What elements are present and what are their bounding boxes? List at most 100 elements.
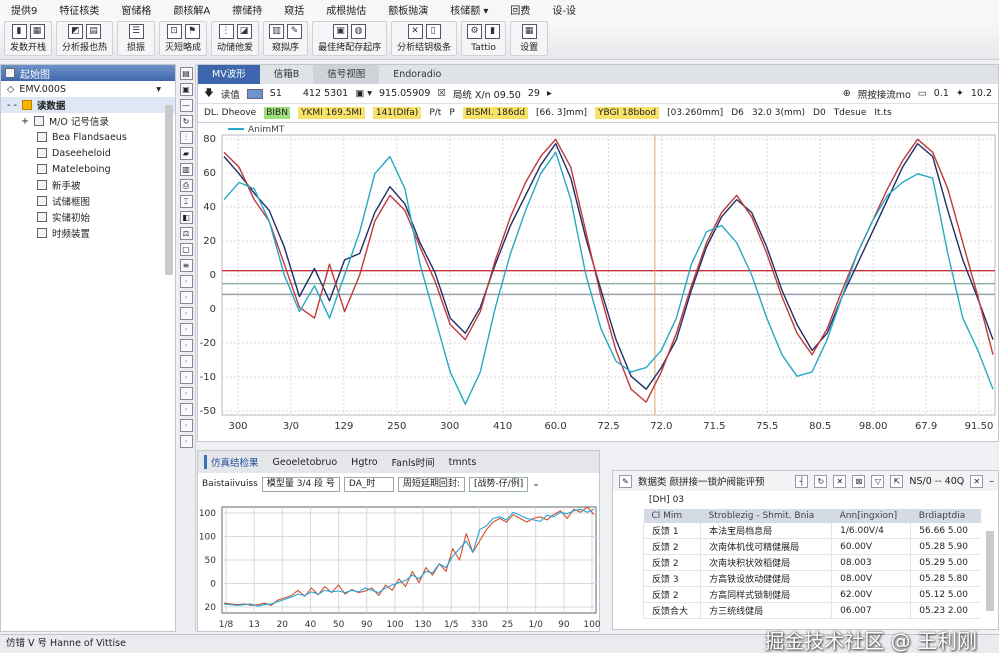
channel-value[interactable]: S1 (269, 88, 282, 99)
table-row[interactable]: 反馈 2 次南块积状效稻健局 08.003 05.29 5.00 (642, 554, 981, 571)
tab-1[interactable]: 信箱B (273, 69, 300, 80)
tab-3[interactable]: Endoradio (393, 69, 442, 80)
doc-icon[interactable]: ▢ (179, 243, 193, 256)
collapse-icon[interactable]: - - (7, 99, 17, 111)
tree-item[interactable]: Daseeheloid (1, 145, 175, 161)
edit-icon[interactable]: ✎ (619, 474, 632, 488)
period-select[interactable]: [战势-仔/例] (468, 476, 529, 492)
tree-item[interactable]: Mateleboing (1, 161, 175, 177)
nav-label[interactable]: 读值 (220, 89, 240, 101)
ruler-icon[interactable]: · (179, 323, 193, 336)
tree-scrollbar[interactable] (165, 105, 173, 275)
count-value[interactable]: 29 (527, 88, 540, 99)
window-icon[interactable]: ▣ (179, 83, 193, 96)
ruler-icon[interactable]: · (179, 307, 193, 320)
chevron-icon[interactable]: ▸ (546, 88, 552, 99)
column-header[interactable]: Brdiaptdia (910, 509, 981, 523)
close-x-icon[interactable]: ✕ (833, 474, 847, 488)
minus-icon[interactable]: — (179, 99, 193, 112)
ruler-icon[interactable]: · (179, 275, 193, 288)
ruler-icon[interactable]: · (179, 403, 193, 416)
ruler-icon[interactable]: · (179, 419, 193, 432)
scale-value-1[interactable]: 0.1 (933, 88, 949, 99)
refresh-icon[interactable]: ↻ (814, 474, 828, 488)
results-tab-2[interactable]: Hgtro (351, 456, 378, 468)
scale-icon[interactable]: ⚖ (179, 227, 193, 240)
tree-item[interactable]: 实储初始 (1, 209, 175, 225)
zoom-icon[interactable]: ⊠ (852, 474, 866, 488)
marker-icon[interactable]: ✦ (955, 88, 964, 99)
cursor-icon[interactable]: ┤ (795, 474, 809, 488)
menu-item[interactable]: 擦储持 (232, 5, 263, 17)
ribbon-button[interactable]: ✕ ▯ 分析结钥极条 (395, 23, 453, 54)
ribbon-button[interactable]: ⋮ ◪ 动储他爱 (215, 23, 255, 54)
expand-icon[interactable]: + (21, 115, 29, 127)
layout-icon[interactable]: ▤ (179, 67, 193, 80)
table-scrollbar[interactable] (986, 531, 994, 611)
zoom-value[interactable]: NS/0 -- 40Q (909, 475, 965, 487)
menu-item[interactable]: 额板抛演 (388, 5, 429, 17)
column-header[interactable]: Cl Mim (643, 509, 701, 523)
flag-icon[interactable]: ▰ (179, 147, 193, 160)
tree-item[interactable]: Bea Flandsaeus (1, 129, 175, 145)
ribbon-button[interactable]: ◩ ▤ 分析报也热 (60, 23, 109, 54)
menu-item[interactable]: 提供9 (11, 5, 38, 17)
lock-icon[interactable]: ⊕ (842, 88, 851, 99)
close-icon[interactable]: ✕ (970, 474, 984, 488)
tree-item[interactable]: 时频装置 (1, 225, 175, 241)
ribbon-button[interactable]: ☰ 损振 (121, 23, 151, 54)
crop-icon[interactable]: ⌶ (179, 195, 193, 208)
ribbon-button[interactable]: ▮ ▦ 发数开栈 (8, 23, 48, 54)
arrow-down-icon[interactable]: 🡇 (204, 87, 214, 99)
mode-value[interactable]: 照按接流mo (857, 89, 911, 101)
tree-root[interactable]: - - 读数据 (1, 97, 175, 113)
level-icon[interactable]: ⫶ (179, 131, 193, 144)
ruler-icon[interactable]: · (179, 435, 193, 448)
model-field[interactable]: 模型量 3/4 段 号 (261, 476, 340, 492)
tree-item[interactable]: + M/O 记号信录 (1, 113, 175, 129)
filter-icon[interactable]: ▽ (871, 474, 885, 488)
menu-item[interactable]: 回费 (510, 5, 531, 17)
table-row[interactable]: 反馈 3 方高铁设放动健健局 08.00V 05.28 5.80 (642, 570, 981, 587)
chevron-down-icon[interactable]: ▾ (156, 83, 161, 95)
chevron-down-icon[interactable]: ⌄ (532, 479, 540, 489)
results-tab-3[interactable]: Fanls时间 (391, 458, 435, 469)
channel-icon[interactable] (246, 88, 263, 99)
export-icon[interactable]: ⇱ (890, 474, 904, 488)
ruler-icon[interactable]: · (179, 355, 193, 368)
tab-2[interactable]: 信号视图 (313, 65, 380, 84)
ribbon-button[interactable]: ▣ ◍ 最佳拷配存起序 (316, 23, 383, 54)
menu-item[interactable]: 成根抛估 (326, 5, 367, 17)
tree-item[interactable]: 新手被 (1, 177, 175, 193)
menu-item[interactable]: 窥括 (284, 5, 305, 17)
table-row[interactable]: 反馈 2 方高同样式锁制健局 62.00V 05.12 5.00 (642, 586, 981, 603)
waveform-chart[interactable]: AnimMT 300 3/0 129 250 300 410 60.0 72.5 72.0 71.5… (198, 123, 998, 441)
menu-item[interactable]: 特征核类 (59, 5, 100, 17)
menu-item[interactable]: 核储额 ▾ (450, 5, 489, 17)
menu-item[interactable]: 颜核解A (173, 5, 211, 17)
list-icon[interactable]: ≡ (179, 259, 193, 272)
print-icon[interactable]: ⎙ (179, 179, 193, 192)
results-tab-0[interactable]: 仿真结检果 (204, 455, 259, 469)
ribbon-button[interactable]: ▥ ✎ 窥拟序 (267, 23, 304, 54)
table-row[interactable]: 反馈 2 次南体机伐可精健展局 60.00V 05.28 5.90 (642, 538, 981, 555)
palette-icon[interactable]: ◧ (179, 211, 193, 224)
minimize-icon[interactable]: – (989, 475, 994, 487)
scale-value-2[interactable]: 10.2 (970, 88, 992, 99)
ribbon-button[interactable]: ⚙ ▮ Tattio (465, 23, 502, 54)
menu-item[interactable]: 窗储格 (121, 5, 152, 17)
ruler-icon[interactable]: · (179, 371, 193, 384)
column-header[interactable]: Ann[ingxion] (831, 509, 911, 523)
ruler-icon[interactable]: · (179, 339, 193, 352)
device-selector[interactable]: ◇ EMV.000S ▾ (1, 81, 175, 97)
time-field[interactable]: DA_时 (343, 476, 394, 492)
tree-item[interactable]: 试储框图 (1, 193, 175, 209)
checkbox-icon[interactable]: ☒ (437, 88, 446, 99)
bookmark-icon[interactable]: ▥ (179, 163, 193, 176)
column-header[interactable]: Stroblezig - Shmit. Bnia (700, 509, 832, 523)
table-row[interactable]: 反馈 1 本法宝局档息局 1/6.00V/4 56.66 5.00 (642, 523, 981, 539)
menu-item[interactable]: 设-设 (552, 5, 577, 17)
results-tab-4[interactable]: tmnts (448, 456, 477, 468)
refresh-icon[interactable]: ↻ (179, 115, 193, 128)
trend-chart[interactable]: 1/8 13 20 40 50 90 100 130 1/5 330 25 1/0 90 100 100 10… (198, 495, 601, 633)
